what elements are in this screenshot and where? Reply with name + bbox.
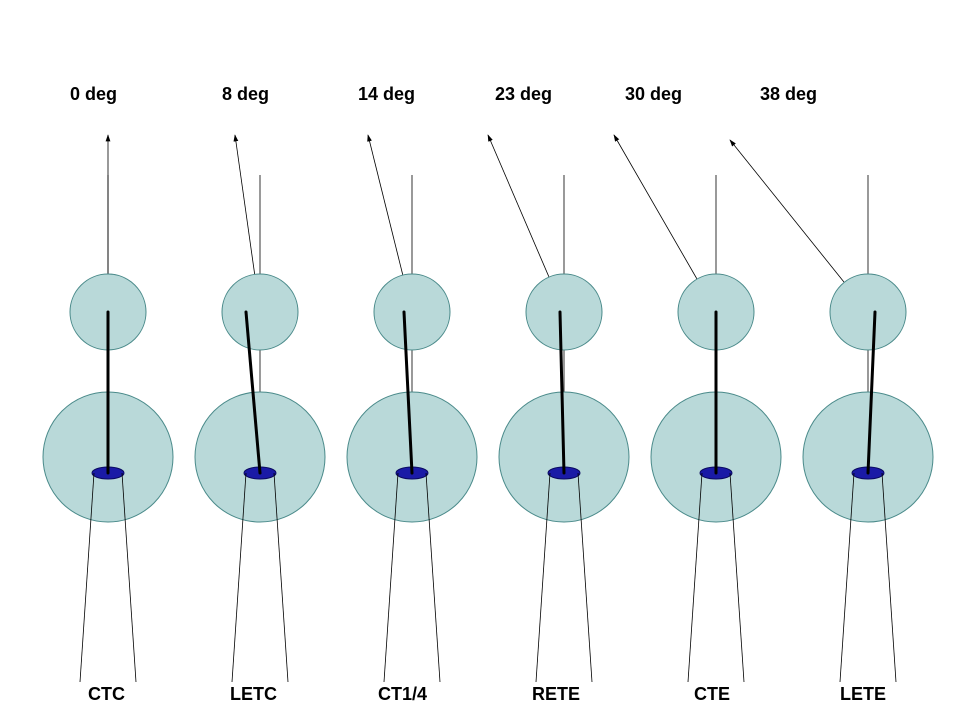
small-circle bbox=[374, 274, 450, 350]
small-circle bbox=[222, 274, 298, 350]
bottom-label: RETE bbox=[532, 684, 580, 704]
bottom-label: CTE bbox=[694, 684, 730, 704]
angle-label: 8 deg bbox=[222, 84, 269, 104]
bottom-label: CT1/4 bbox=[378, 684, 427, 704]
bottom-label: LETE bbox=[840, 684, 886, 704]
diagram-column-1: 8 deg LETC bbox=[195, 84, 325, 704]
diagram-column-5: 38 deg LETE bbox=[730, 84, 933, 704]
small-circle bbox=[830, 274, 906, 350]
angle-diagram: 0 deg CTC 8 deg LETC 14 deg CT1/4 23 deg RETE 30… bbox=[0, 0, 960, 720]
diagram-column-2: 14 deg CT1/4 bbox=[347, 84, 477, 704]
diagram-column-4: 30 deg CTE bbox=[614, 84, 781, 704]
angle-label: 38 deg bbox=[760, 84, 817, 104]
bottom-label: CTC bbox=[88, 684, 125, 704]
angle-label: 0 deg bbox=[70, 84, 117, 104]
angle-label: 30 deg bbox=[625, 84, 682, 104]
angle-label: 23 deg bbox=[495, 84, 552, 104]
diagram-column-3: 23 deg RETE bbox=[488, 84, 629, 704]
angle-label: 14 deg bbox=[358, 84, 415, 104]
bottom-label: LETC bbox=[230, 684, 277, 704]
diagram-column-0: 0 deg CTC bbox=[43, 84, 173, 704]
small-circle bbox=[526, 274, 602, 350]
